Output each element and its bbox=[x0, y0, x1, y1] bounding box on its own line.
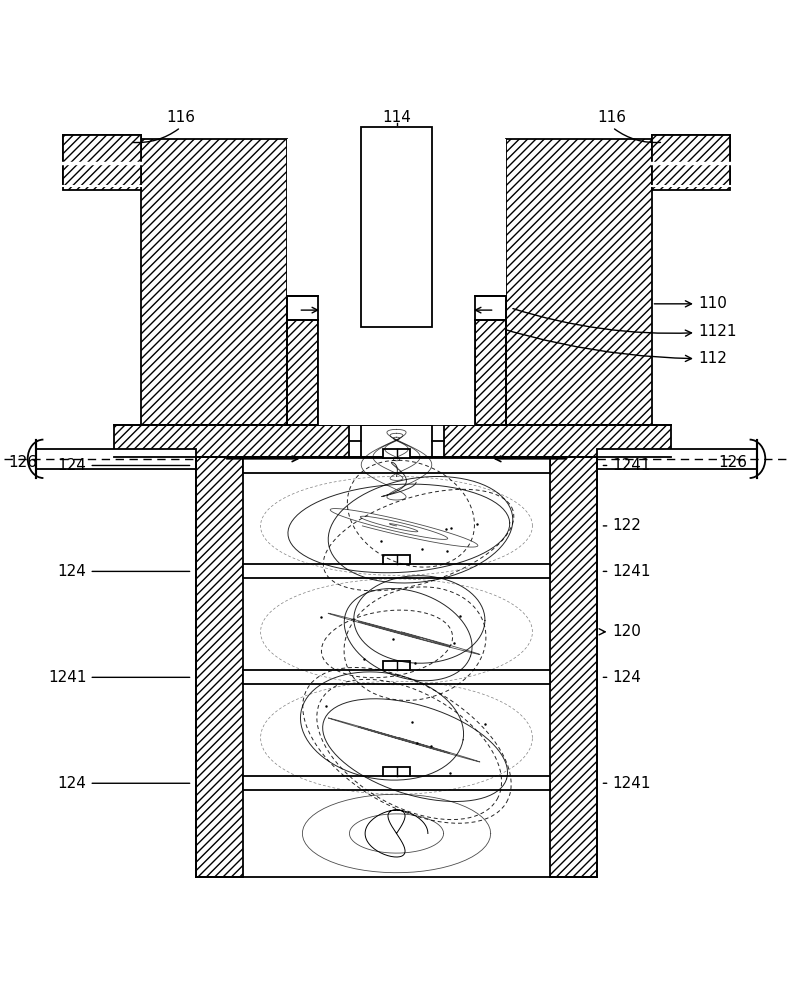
Bar bbox=[197, 457, 243, 877]
Bar bbox=[550, 457, 596, 877]
Bar bbox=[243, 457, 550, 877]
Text: 116: 116 bbox=[598, 110, 626, 125]
Text: 114: 114 bbox=[382, 110, 411, 125]
Bar bbox=[383, 555, 410, 564]
Bar bbox=[286, 139, 507, 425]
Bar bbox=[652, 135, 730, 190]
Bar bbox=[475, 296, 507, 425]
Bar bbox=[318, 139, 475, 425]
Bar bbox=[507, 139, 652, 425]
Text: 112: 112 bbox=[435, 305, 727, 366]
Text: 126: 126 bbox=[8, 455, 37, 470]
Bar bbox=[652, 135, 730, 186]
Text: 124: 124 bbox=[58, 458, 190, 473]
Text: 124: 124 bbox=[58, 564, 190, 579]
Bar bbox=[361, 425, 432, 457]
Text: 116: 116 bbox=[167, 110, 195, 125]
Text: 124: 124 bbox=[603, 670, 642, 685]
Bar bbox=[361, 127, 432, 327]
Bar bbox=[243, 776, 550, 790]
Text: 1241: 1241 bbox=[603, 564, 651, 579]
Bar bbox=[383, 767, 410, 776]
Bar bbox=[63, 135, 141, 190]
Text: 124: 124 bbox=[58, 776, 190, 791]
Bar bbox=[383, 661, 410, 670]
Bar bbox=[596, 449, 757, 469]
Polygon shape bbox=[286, 296, 318, 320]
Bar bbox=[141, 139, 286, 425]
Bar bbox=[63, 135, 141, 186]
Bar bbox=[36, 449, 197, 469]
Bar bbox=[243, 564, 550, 578]
Text: 1241: 1241 bbox=[603, 776, 651, 791]
Bar bbox=[350, 425, 443, 457]
Text: 1241: 1241 bbox=[603, 458, 651, 473]
Text: 1241: 1241 bbox=[48, 670, 190, 685]
Polygon shape bbox=[475, 296, 507, 320]
Bar bbox=[114, 425, 671, 457]
Text: 126: 126 bbox=[718, 455, 747, 470]
Text: 110: 110 bbox=[654, 296, 727, 311]
Text: 120: 120 bbox=[599, 624, 642, 639]
Bar bbox=[383, 449, 410, 458]
Bar bbox=[286, 296, 318, 425]
Bar bbox=[243, 458, 550, 473]
Bar bbox=[243, 670, 550, 684]
Text: 1121: 1121 bbox=[513, 309, 737, 339]
Text: 122: 122 bbox=[603, 518, 642, 533]
